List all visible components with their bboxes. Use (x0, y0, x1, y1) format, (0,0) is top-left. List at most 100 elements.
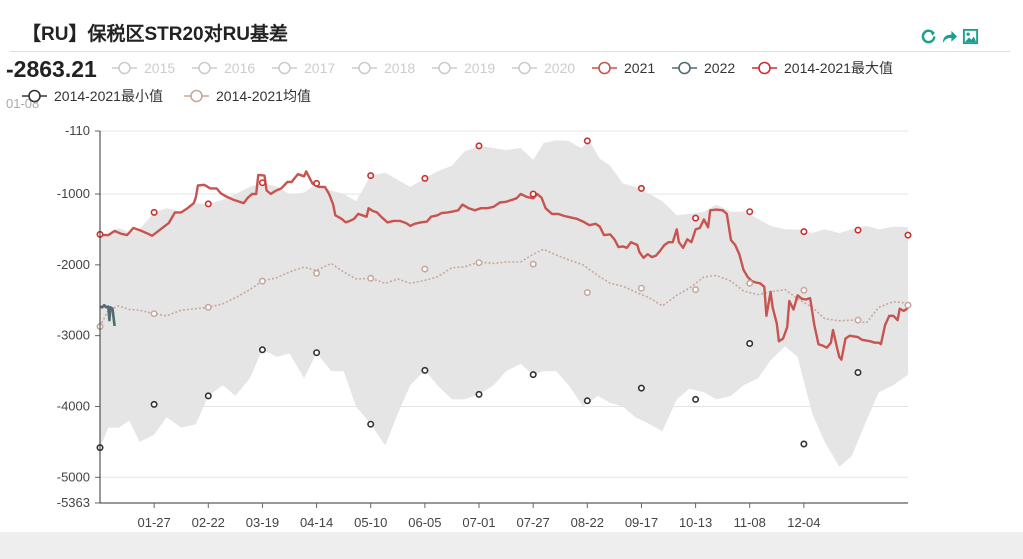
marker-min (854, 368, 862, 376)
legend-swatch-marker (190, 89, 203, 103)
share-icon[interactable] (941, 28, 958, 45)
marker-mean (692, 286, 700, 294)
marker-max (637, 184, 645, 192)
legend-swatch-marker (518, 61, 531, 75)
x-tick-label: 12-04 (787, 515, 820, 530)
legend-swatch-marker (678, 61, 691, 75)
marker-mean (475, 259, 483, 267)
marker-mean (583, 288, 591, 296)
marker-min (204, 392, 212, 400)
restore-icon[interactable] (920, 28, 937, 45)
legend-swatch-marker (278, 61, 291, 75)
marker-max (583, 137, 591, 145)
legend-item[interactable]: 2014-2021均值 (184, 88, 311, 104)
range-band (100, 140, 908, 467)
legend-label: 2016 (224, 60, 255, 76)
legend-label: 2019 (464, 60, 495, 76)
x-tick-label: 01-27 (138, 515, 171, 530)
legend-label: 2015 (144, 60, 175, 76)
marker-min (367, 420, 375, 428)
y-tick-label: -5000 (57, 469, 90, 484)
legend-item[interactable]: 2014-2021最大值 (752, 60, 893, 76)
marker-mean (637, 284, 645, 292)
legend-swatch-marker (598, 61, 611, 75)
legend-label: 2020 (544, 60, 575, 76)
marker-mean (258, 277, 266, 285)
series-line-2022 (99, 303, 116, 327)
legend-item[interactable]: 2022 (672, 60, 735, 76)
legend-label: 2014-2021最小值 (54, 88, 163, 104)
marker-mean (904, 301, 912, 309)
marker-max (367, 172, 375, 180)
marker-mean (746, 279, 754, 287)
axes: -110 -1000 -2000 -3000 -4000 -5000 -5363 01-27 0… (57, 123, 908, 530)
x-tick-label: 09-17 (625, 515, 658, 530)
x-tick-label: 07-27 (517, 515, 550, 530)
marker-min (692, 395, 700, 403)
marker-max (529, 190, 537, 198)
x-tick-label: 08-22 (571, 515, 604, 530)
marker-min (800, 440, 808, 448)
legend-item[interactable]: 2015 (112, 60, 175, 76)
bottom-band (0, 532, 1023, 559)
legend-item[interactable]: 2014-2021最小值 (22, 88, 163, 104)
legend: 2015 2016 2017 2018 2019 2020 2021 2022 2014-202… (22, 60, 893, 104)
marker-max (692, 214, 700, 222)
marker-max (800, 228, 808, 236)
legend-label: 2014-2021均值 (216, 88, 311, 104)
legend-label: 2021 (624, 60, 655, 76)
series-line-2021 (100, 170, 909, 361)
x-tick-label: 03-19 (246, 515, 279, 530)
x-tick-label: 11-08 (734, 515, 766, 530)
marker-max (904, 231, 912, 239)
marker-min (421, 366, 429, 374)
y-tick-label: -5363 (57, 495, 90, 510)
y-tick-label: -1000 (57, 186, 90, 201)
y-tick-label: -2000 (57, 257, 90, 272)
legend-swatch-marker (438, 61, 451, 75)
marker-min (637, 384, 645, 392)
x-tick-label: 10-13 (679, 515, 712, 530)
marker-max (204, 200, 212, 208)
plot-area: -110 -1000 -2000 -3000 -4000 -5000 -5363 01-27 0… (22, 60, 912, 530)
legend-item[interactable]: 2016 (192, 60, 255, 76)
legend-item[interactable]: 2020 (512, 60, 575, 76)
marker-min (583, 397, 591, 405)
title-divider (10, 51, 1010, 52)
legend-item[interactable]: 2019 (432, 60, 495, 76)
x-tick-label: 02-22 (192, 515, 225, 530)
marker-mean (313, 269, 321, 277)
legend-label: 2018 (384, 60, 415, 76)
marker-max (313, 179, 321, 187)
legend-swatch-marker (358, 61, 371, 75)
marker-max (150, 208, 158, 216)
x-tick-label: 04-14 (300, 515, 333, 530)
marker-min (313, 349, 321, 357)
y-tick-label: -110 (65, 123, 90, 138)
x-tick-label: 07-01 (462, 515, 495, 530)
marker-mean (204, 303, 212, 311)
marker-min (475, 390, 483, 398)
legend-item[interactable]: 2021 (592, 60, 655, 76)
marker-min (258, 346, 266, 354)
marker-mean (800, 286, 808, 294)
x-tick-label: 05-10 (354, 515, 387, 530)
marker-max (258, 179, 266, 187)
x-tick-label: 06-05 (408, 515, 441, 530)
marker-mean (529, 260, 537, 268)
marker-max (854, 226, 862, 234)
legend-label: 2017 (304, 60, 335, 76)
legend-item[interactable]: 2018 (352, 60, 415, 76)
marker-max (746, 208, 754, 216)
legend-label: 2014-2021最大值 (784, 60, 893, 76)
legend-swatch-marker (118, 61, 131, 75)
legend-label: 2022 (704, 60, 735, 76)
marker-mean (421, 265, 429, 273)
marker-mean (854, 316, 862, 324)
legend-item[interactable]: 2017 (272, 60, 335, 76)
marker-min (150, 400, 158, 408)
save-image-icon[interactable] (962, 28, 979, 45)
marker-max (475, 142, 483, 150)
marker-min (529, 371, 537, 379)
y-tick-label: -3000 (57, 328, 90, 343)
